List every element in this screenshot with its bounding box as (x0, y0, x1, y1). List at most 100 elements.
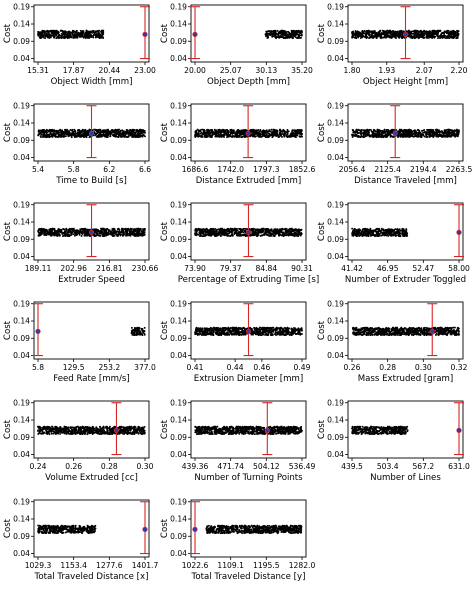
data-point (376, 128, 379, 131)
data-point (133, 131, 136, 134)
data-point (257, 132, 260, 135)
data-point (60, 32, 63, 35)
data-point (259, 133, 261, 136)
data-point (446, 35, 449, 38)
data-point (431, 35, 434, 38)
data-point (75, 30, 78, 33)
data-point (82, 31, 84, 34)
data-point (81, 33, 84, 36)
data-point (38, 35, 41, 38)
data-point (87, 34, 89, 36)
data-point (351, 32, 354, 35)
data-point (68, 233, 70, 236)
data-point (297, 33, 299, 36)
data-point (81, 130, 84, 133)
error-bar (190, 6, 200, 60)
x-tick-label: 1852.6 (289, 165, 316, 174)
data-point (420, 30, 423, 33)
data-point (431, 29, 434, 32)
data-point (442, 35, 445, 38)
data-point (71, 132, 74, 135)
data-point (367, 130, 370, 133)
data-point (444, 31, 447, 34)
data-point (364, 133, 367, 136)
data-point (434, 30, 437, 33)
data-point (47, 30, 50, 33)
data-point (387, 130, 390, 133)
data-point (287, 30, 290, 33)
data-point (431, 133, 434, 135)
data-point (270, 32, 273, 35)
mean-marker (88, 130, 95, 136)
data-point (68, 131, 71, 134)
data-point (439, 29, 442, 32)
y-tick-label: 0.19 (170, 200, 187, 209)
x-tick-label: 20.00 (184, 66, 206, 75)
data-point (270, 128, 273, 131)
data-point (42, 230, 45, 233)
data-point (425, 133, 428, 136)
data-point (137, 234, 140, 237)
data-point (369, 35, 372, 38)
data-point (429, 133, 432, 136)
data-point (60, 133, 63, 136)
data-point (56, 234, 59, 237)
data-point (94, 35, 97, 38)
data-point (126, 132, 128, 135)
data-point (293, 131, 295, 134)
data-point (123, 135, 126, 138)
data-point (61, 233, 64, 235)
data-point (297, 129, 300, 132)
axes-frame (190, 4, 307, 63)
data-point (75, 33, 78, 36)
y-tick-label: 0.04 (170, 54, 187, 63)
y-axis-label: Cost (317, 122, 327, 142)
data-point (236, 135, 239, 138)
data-point (93, 33, 96, 36)
data-point (356, 33, 358, 35)
data-point (286, 130, 289, 133)
x-tick-label: 23.00 (134, 66, 156, 75)
data-point (294, 33, 296, 36)
data-point (397, 34, 400, 36)
data-point (54, 30, 57, 33)
y-tick-label: 0.04 (170, 252, 187, 261)
data-point (85, 29, 88, 32)
x-axis-label: Time to Build [s] (55, 176, 127, 186)
data-point (442, 32, 445, 35)
data-point (281, 135, 283, 138)
data-point (285, 134, 288, 137)
data-point (417, 37, 420, 40)
data-point (85, 32, 88, 34)
data-point (367, 30, 370, 33)
y-axis-label: Cost (160, 221, 170, 241)
data-point (102, 29, 105, 32)
data-point (432, 130, 435, 133)
data-point (400, 31, 403, 34)
x-axis-label: Percentage of Extruding Time [s] (178, 275, 319, 285)
data-point (454, 33, 457, 36)
data-point (70, 232, 73, 235)
data-point (43, 135, 46, 138)
y-axis-label: Cost (317, 23, 327, 43)
data-point (438, 131, 441, 134)
data-point (70, 136, 73, 139)
data-point (140, 129, 143, 131)
data-point (410, 30, 413, 33)
y-tick-label: 0.14 (170, 119, 187, 128)
data-point (65, 31, 68, 33)
data-point (143, 233, 146, 236)
data-point (144, 228, 146, 230)
data-point (423, 29, 425, 32)
data-point (50, 233, 53, 236)
data-point (47, 130, 50, 133)
x-tick-label: 90.31 (291, 264, 313, 273)
data-point (85, 132, 88, 135)
data-point (96, 34, 99, 37)
data-point (95, 234, 98, 237)
data-point (291, 130, 293, 133)
data-point (138, 129, 141, 131)
y-tick-label: 0.04 (327, 153, 344, 162)
data-point (421, 129, 423, 132)
data-point (300, 29, 303, 32)
